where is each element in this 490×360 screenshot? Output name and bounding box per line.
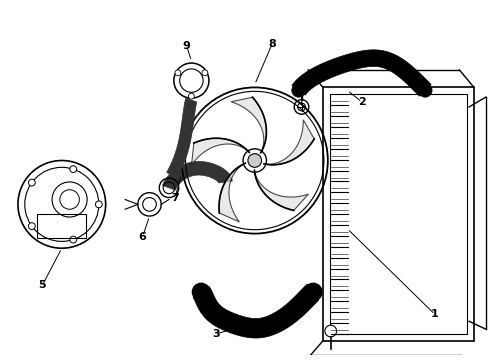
Text: 5: 5 <box>39 280 46 290</box>
Polygon shape <box>292 50 431 96</box>
Circle shape <box>28 179 35 186</box>
Text: 7: 7 <box>171 193 179 203</box>
Text: 9: 9 <box>183 41 191 50</box>
Circle shape <box>248 154 262 167</box>
Text: 6: 6 <box>139 231 147 242</box>
Circle shape <box>418 84 432 97</box>
Circle shape <box>304 283 322 301</box>
Polygon shape <box>193 284 319 338</box>
Circle shape <box>294 100 309 114</box>
Circle shape <box>28 223 35 230</box>
Circle shape <box>243 149 267 172</box>
Text: 4: 4 <box>297 80 305 90</box>
Polygon shape <box>167 98 197 178</box>
Circle shape <box>175 70 181 76</box>
Circle shape <box>202 70 208 76</box>
Circle shape <box>189 93 195 99</box>
Polygon shape <box>254 170 309 211</box>
Text: 2: 2 <box>358 97 366 107</box>
Circle shape <box>96 201 102 208</box>
Polygon shape <box>219 163 245 222</box>
Text: 8: 8 <box>269 39 276 49</box>
Circle shape <box>325 325 337 337</box>
Text: 1: 1 <box>431 310 439 319</box>
Circle shape <box>70 236 76 243</box>
Bar <box>37 214 86 238</box>
Circle shape <box>297 103 305 111</box>
Circle shape <box>70 166 76 172</box>
Polygon shape <box>231 97 267 153</box>
Bar <box>323 87 474 341</box>
Bar <box>330 94 467 334</box>
Polygon shape <box>163 161 232 190</box>
Circle shape <box>193 283 210 301</box>
Polygon shape <box>264 120 314 165</box>
Polygon shape <box>192 138 249 165</box>
Circle shape <box>292 84 305 97</box>
Text: 3: 3 <box>212 329 220 339</box>
